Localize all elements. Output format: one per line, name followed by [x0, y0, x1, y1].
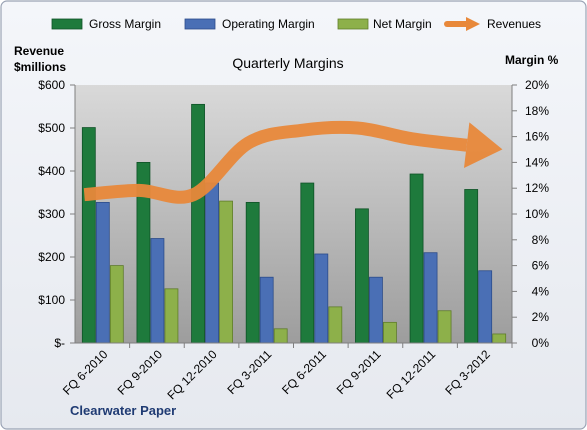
bar-net-margin [164, 288, 179, 344]
bar-gross-margin [300, 182, 315, 344]
bar-net-margin [383, 321, 397, 344]
legend-swatch-revenues-arrowhead [466, 17, 480, 31]
legend-swatch-operating-margin [184, 18, 216, 30]
legend-label-operating-margin: Operating Margin [222, 17, 315, 31]
revenue-line-group [83, 120, 503, 204]
right-tick-label: 0% [532, 336, 550, 350]
right-tick-label: 16% [525, 130, 549, 144]
left-tick-label: $100 [38, 293, 65, 307]
bar-operating-margin [205, 182, 219, 344]
legend-swatch-gross-margin [51, 18, 83, 30]
left-axis: $- $100 $200 $300 $400 $500 $600 [38, 78, 76, 350]
bar-gross-margin [409, 173, 424, 344]
legend-label-net-margin: Net Margin [373, 17, 432, 31]
left-tick-label: $400 [38, 164, 65, 178]
right-tick-label: 2% [532, 310, 550, 324]
right-tick-label: 20% [525, 78, 549, 92]
legend-label-gross-margin: Gross Margin [89, 17, 161, 31]
revenue-arrowhead [463, 122, 503, 169]
bar-operating-margin [423, 252, 438, 344]
right-tick-label: 8% [532, 233, 550, 247]
right-tick-label: 18% [525, 104, 549, 118]
bar-operating-margin [478, 270, 493, 344]
right-tick-label: 4% [532, 284, 550, 298]
right-axis: 0% 2% 4% 6% 8% 10% 12% 14% 16% 18% 20% [511, 78, 550, 350]
left-axis-title-line2: $millions [14, 60, 66, 74]
left-tick-label: $- [54, 336, 65, 350]
bar-net-margin [328, 306, 343, 344]
left-tick-label: $600 [38, 78, 65, 92]
bar-net-margin [437, 310, 452, 344]
bar-operating-margin [314, 253, 329, 344]
bar-gross-margin [245, 201, 260, 344]
bar-gross-margin [191, 103, 205, 344]
bar-net-margin [492, 333, 507, 344]
left-axis-title-line1: Revenue [14, 44, 64, 58]
bar-operating-margin [369, 276, 383, 344]
right-tick-label: 14% [525, 155, 549, 169]
chart-title: Quarterly Margins [232, 55, 343, 71]
legend: Gross Margin Operating Margin Net Margin… [51, 17, 541, 31]
right-tick-label: 12% [525, 181, 549, 195]
left-tick-label: $200 [38, 250, 65, 264]
bar-operating-margin [95, 201, 110, 344]
right-axis-title: Margin % [505, 53, 559, 67]
right-tick-label: 10% [525, 207, 549, 221]
source-label: Clearwater Paper [70, 403, 176, 418]
bar-gross-margin [355, 208, 369, 344]
bar-net-margin [219, 200, 233, 344]
bar-net-margin [273, 328, 288, 344]
bar-gross-margin [81, 127, 96, 344]
left-tick-label: $300 [38, 207, 65, 221]
legend-label-revenues: Revenues [487, 17, 541, 31]
bar-gross-margin [464, 189, 479, 344]
bar-operating-margin [259, 276, 274, 344]
legend-swatch-net-margin [337, 18, 369, 30]
right-tick-label: 6% [532, 259, 550, 273]
bar-operating-margin [150, 238, 165, 344]
revenue-line [83, 120, 468, 204]
bar-net-margin [109, 265, 124, 344]
left-tick-label: $500 [38, 121, 65, 135]
